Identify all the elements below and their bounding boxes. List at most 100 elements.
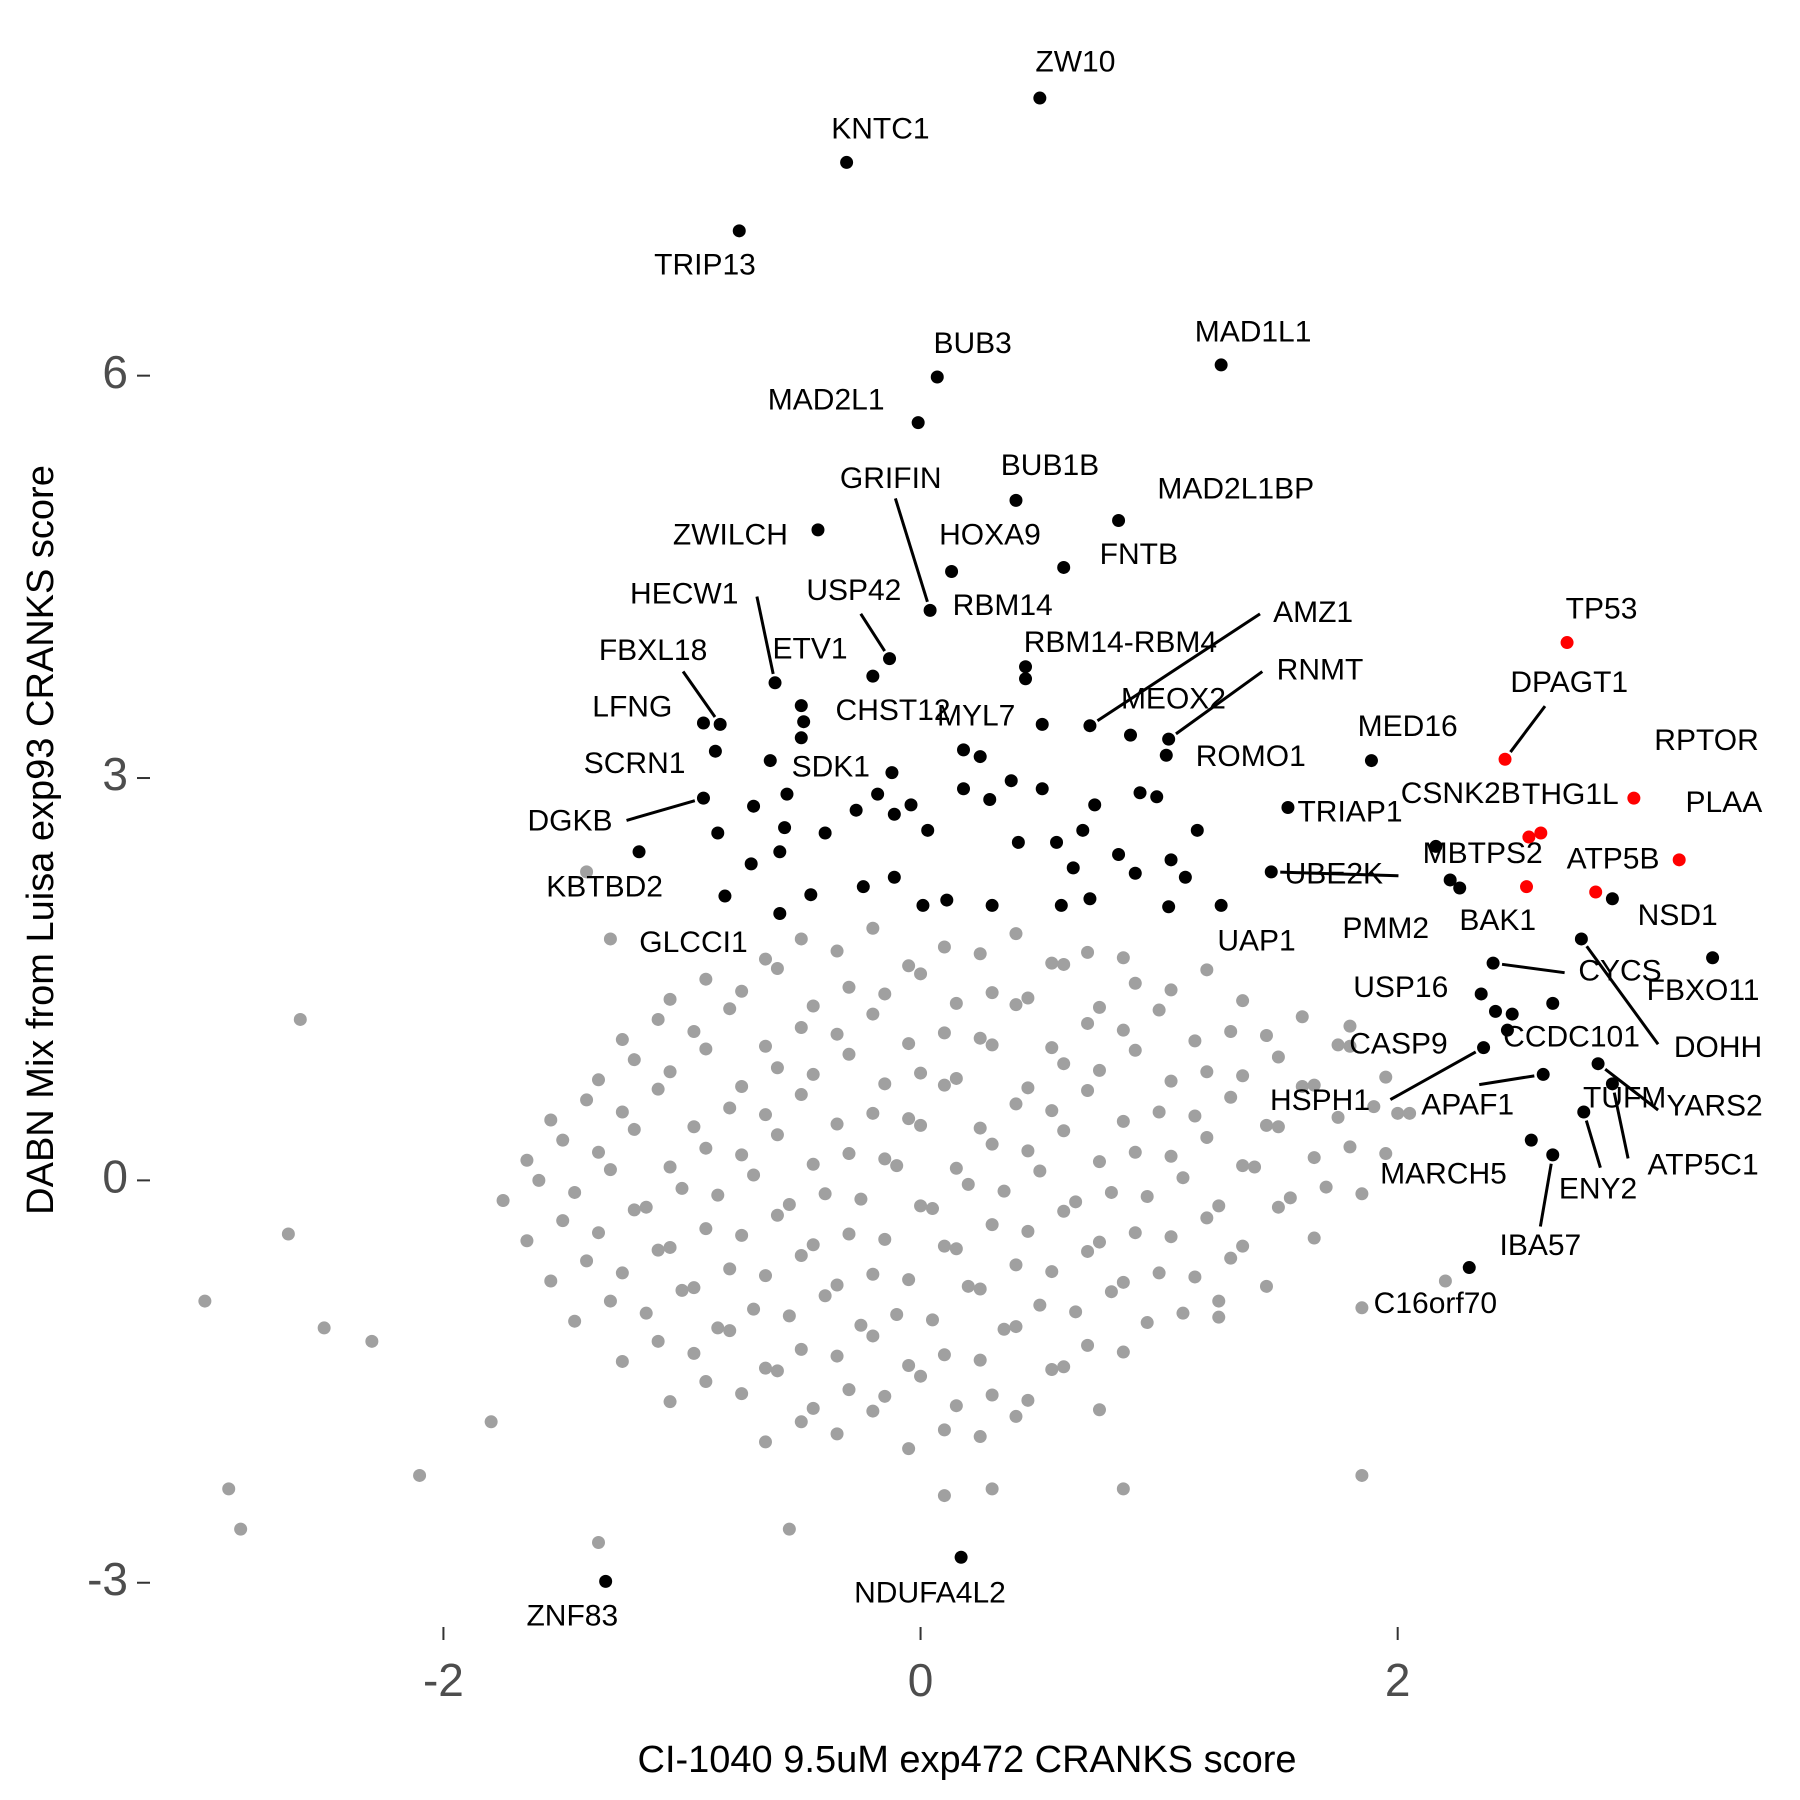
hit-point (921, 823, 935, 837)
hit-point (632, 845, 646, 859)
hit-point (780, 787, 794, 801)
x-tick-label: 0 (908, 1654, 934, 1706)
background-point (699, 972, 713, 986)
hit-point (904, 798, 918, 812)
background-point (949, 1242, 963, 1256)
background-point (735, 1228, 749, 1242)
point-label: BUB3 (934, 327, 1012, 360)
hit-point (1083, 892, 1097, 906)
hit-point (1264, 865, 1278, 879)
background-point (293, 1012, 307, 1026)
hit-point (1076, 823, 1090, 837)
background-point (866, 1106, 880, 1120)
background-point (603, 1163, 617, 1177)
background-point (866, 1404, 880, 1418)
hit-point (930, 370, 944, 384)
hit-point (1672, 853, 1686, 867)
background-point (1188, 1109, 1202, 1123)
background-point (520, 1153, 534, 1167)
hit-point (954, 1550, 968, 1564)
background-point (723, 1101, 737, 1115)
background-point (866, 1329, 880, 1343)
background-point (902, 1358, 916, 1372)
background-point (937, 1489, 951, 1503)
background-point (842, 980, 856, 994)
background-point (1021, 1144, 1035, 1158)
hit-point (1534, 826, 1548, 840)
background-point (639, 1306, 653, 1320)
background-point (198, 1294, 212, 1308)
hit-point (1498, 752, 1512, 766)
background-point (914, 1369, 928, 1383)
hit-point (1546, 1148, 1560, 1162)
point-label: NDUFA4L2 (854, 1577, 1006, 1610)
background-point (699, 1222, 713, 1236)
point-label: PLAA (1685, 786, 1762, 819)
background-point (866, 1267, 880, 1281)
background-point (925, 1202, 939, 1216)
background-point (1164, 983, 1178, 997)
background-point (532, 1173, 546, 1187)
background-point (1188, 1034, 1202, 1048)
point-label: ZW10 (1035, 45, 1115, 78)
point-label: GLCCI1 (639, 926, 747, 959)
background-point (544, 1274, 558, 1288)
background-point (866, 921, 880, 935)
hit-point (885, 766, 899, 780)
hit-point (1560, 636, 1574, 650)
point-label: BUB1B (1001, 449, 1099, 482)
hit-point (1214, 358, 1228, 372)
point-label: KBTBD2 (546, 870, 663, 903)
point-label: ATP5B (1567, 843, 1660, 876)
background-point (1271, 1120, 1285, 1134)
hit-point (1150, 790, 1164, 804)
y-tick-label: 0 (102, 1151, 128, 1203)
hit-point (1009, 493, 1023, 507)
background-point (699, 1141, 713, 1155)
hit-point (1589, 885, 1603, 899)
background-point (735, 984, 749, 998)
background-point (1200, 1065, 1214, 1079)
point-label: HSPH1 (1270, 1084, 1370, 1117)
background-point (1140, 1316, 1154, 1330)
background-point (1212, 1294, 1226, 1308)
point-label: MAD2L1 (768, 383, 885, 416)
y-tick-label: -3 (87, 1553, 128, 1605)
background-point (1152, 1266, 1166, 1280)
background-point (973, 1121, 987, 1135)
background-point (1045, 1362, 1059, 1376)
background-point (663, 1160, 677, 1174)
point-label: TUFM (1583, 1082, 1666, 1115)
background-point (1391, 1106, 1405, 1120)
background-point (675, 1283, 689, 1297)
background-point (1045, 1265, 1059, 1279)
background-point (699, 1042, 713, 1056)
hit-point (1178, 870, 1192, 884)
y-axis-title: DABN Mix from Luisa exp93 CRANKS score (20, 465, 62, 1215)
background-point (1343, 1019, 1357, 1033)
background-point (627, 1053, 641, 1067)
point-label: CSNK2B (1401, 777, 1521, 810)
hit-point (599, 1574, 613, 1588)
background-point (1176, 1306, 1190, 1320)
point-label: MAD1L1 (1195, 315, 1312, 348)
background-point (842, 1047, 856, 1061)
point-label: HECW1 (630, 577, 738, 610)
background-point (830, 1278, 844, 1292)
x-tick-label: -2 (423, 1654, 464, 1706)
hit-point (983, 792, 997, 806)
background-point (1081, 1244, 1095, 1258)
background-point (591, 1226, 605, 1240)
background-point (723, 1002, 737, 1016)
background-point (1152, 1105, 1166, 1119)
hit-point (945, 564, 959, 578)
background-point (854, 1318, 868, 1332)
background-point (735, 1387, 749, 1401)
hit-point (718, 889, 732, 903)
background-point (806, 1067, 820, 1081)
background-point (687, 1025, 701, 1039)
hit-point (1574, 932, 1588, 946)
background-point (914, 967, 928, 981)
hit-point (883, 652, 897, 666)
